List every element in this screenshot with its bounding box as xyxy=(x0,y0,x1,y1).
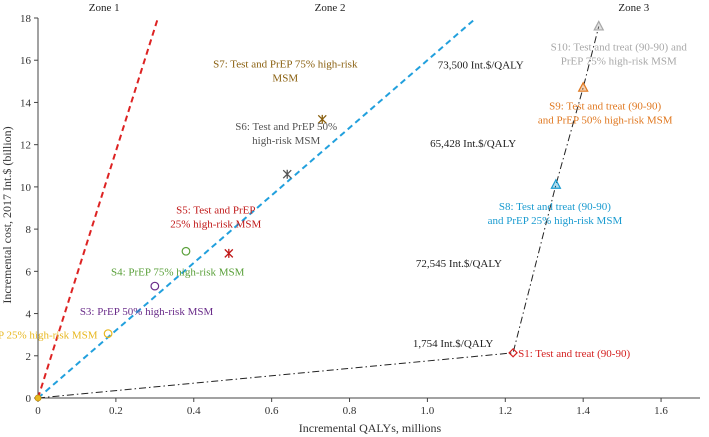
x-tick-label: 1.6 xyxy=(654,405,668,417)
zone1-boundary-line xyxy=(37,17,159,399)
s5-marker xyxy=(224,248,234,258)
scenario-markers xyxy=(34,20,605,402)
zone2-boundary-line xyxy=(37,17,477,399)
x-tick-label: 0.6 xyxy=(265,405,279,417)
y-tick-label: 0 xyxy=(26,393,32,405)
icer-s9-text: 65,428 Int.$/QALY xyxy=(430,138,516,150)
s1-label: S1: Test and treat (90-90) xyxy=(518,348,630,360)
icer-annotations: 1,754 Int.$/QALY 72,545 Int.$/QALY 65,428 … xyxy=(413,60,524,350)
s3-marker xyxy=(150,281,160,291)
s3-label: S3: PrEP 50% high-risk MSM xyxy=(80,306,214,318)
s9-label: S9: Test and treat (90-90) and PrEP 50% h… xyxy=(538,101,673,127)
s8-label: S8: Test and treat (90-90) and PrEP 25% h… xyxy=(488,201,623,227)
s2-marker xyxy=(103,329,113,339)
s7-marker xyxy=(317,114,327,124)
icer-s10-text: 73,500 Int.$/QALY xyxy=(438,60,524,72)
x-tick-label: 0.2 xyxy=(109,405,123,417)
s6-label: S6: Test and PrEP 50% high-risk MSM xyxy=(235,121,337,147)
scenario-labels: S1: Test and treat (90-90) S2: PrEP 25% h… xyxy=(0,41,687,359)
zone-label-1: Zone 1 xyxy=(89,2,120,14)
y-tick-label: 8 xyxy=(26,224,32,236)
y-tick-label: 2 xyxy=(26,351,32,363)
y-tick-label: 12 xyxy=(20,140,31,152)
y-axis-title: Incremental cost, 2017 Int.$ (billion) xyxy=(0,126,14,303)
s8-marker xyxy=(550,178,562,189)
x-tick-label: 1.4 xyxy=(576,405,590,417)
s5-label: S5: Test and PrEP 25% high-risk MSM xyxy=(170,204,261,230)
s10-marker xyxy=(593,20,605,31)
s9-marker xyxy=(577,81,589,92)
s4-label: S4: PrEP 75% high-risk MSM xyxy=(111,266,245,278)
icer-s1-text: 1,754 Int.$/QALY xyxy=(413,338,494,350)
x-axis-title: Incremental QALYs, millions xyxy=(299,421,442,435)
x-tick-label: 1.0 xyxy=(421,405,435,417)
x-tick-label: 0 xyxy=(35,405,41,417)
x-tick-label: 0.8 xyxy=(343,405,357,417)
s4-marker xyxy=(181,246,191,256)
y-tick-label: 18 xyxy=(20,13,32,25)
zone-label-2: Zone 2 xyxy=(315,2,346,14)
zone-label-3: Zone 3 xyxy=(618,2,649,14)
y-tick-label: 14 xyxy=(20,97,32,109)
s6-marker xyxy=(282,169,292,179)
s7-label: S7: Test and PrEP 75% high-risk MSM xyxy=(213,58,358,84)
x-tick-label: 0.4 xyxy=(187,405,201,417)
efficiency-frontier xyxy=(37,26,600,399)
frontier-line xyxy=(37,26,600,399)
x-tick-label: 1.2 xyxy=(498,405,512,417)
origin-marker xyxy=(34,394,42,402)
y-tick-label: 4 xyxy=(26,309,32,321)
s1-marker xyxy=(508,347,518,358)
y-tick-label: 6 xyxy=(26,266,32,278)
y-tick-label: 16 xyxy=(20,55,32,67)
zone-labels: Zone 1 Zone 2 Zone 3 xyxy=(89,2,650,14)
y-tick-label: 10 xyxy=(20,182,32,194)
reference-lines xyxy=(37,17,477,399)
s10-label: S10: Test and treat (90-90) and PrEP 75% … xyxy=(551,41,688,67)
s2-label: S2: PrEP 25% high-risk MSM xyxy=(0,330,98,342)
axes: 0 0.2 0.4 0.6 0.8 1.0 1.2 1.4 1.6 0 2 4 6 8 10 12 14 16 18 xyxy=(20,13,700,417)
icer-s8-text: 72,545 Int.$/QALY xyxy=(416,258,502,270)
